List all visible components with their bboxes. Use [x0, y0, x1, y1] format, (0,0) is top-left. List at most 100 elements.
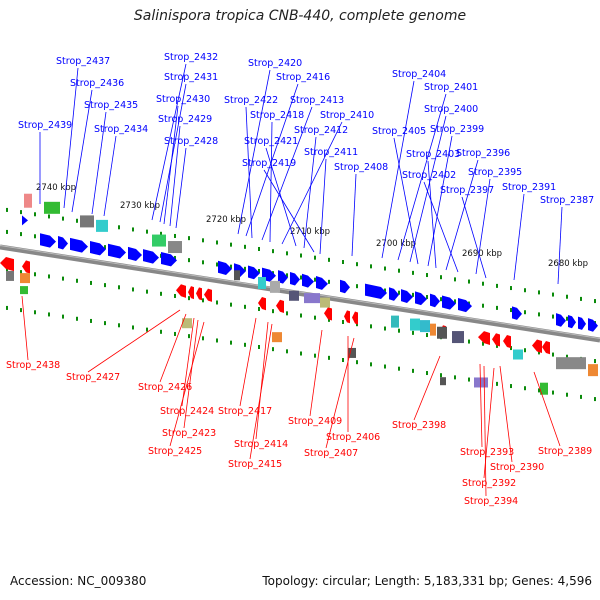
forward-track-tick	[104, 245, 106, 250]
gene-label-reverse: Strop_2417	[218, 406, 272, 417]
forward-track-tick	[174, 255, 176, 260]
upper-track-tick	[132, 227, 134, 232]
forward-gene-arrow	[290, 271, 300, 286]
upper-track-tick	[230, 242, 232, 247]
feature-box	[20, 286, 28, 295]
forward-track-tick	[426, 295, 428, 300]
gene-label-forward: Strop_2430	[156, 94, 210, 105]
upper-track-tick	[314, 255, 316, 260]
reverse-track-tick	[384, 326, 386, 331]
lower-track-tick	[258, 344, 260, 349]
leader-line	[263, 169, 315, 253]
leader-line	[351, 173, 357, 257]
leader-line	[159, 313, 187, 383]
leader-line	[245, 83, 299, 237]
forward-gene-arrow	[128, 246, 142, 262]
feature-box	[452, 331, 464, 344]
kbp-label: 2730 kbp	[120, 201, 160, 211]
reverse-track-tick	[286, 311, 288, 316]
gene-label-forward: Strop_2405	[372, 126, 426, 137]
reverse-gene-arrow	[258, 296, 266, 311]
gene-label-reverse: Strop_2438	[6, 360, 60, 371]
reverse-gene-arrow	[324, 307, 332, 321]
reverse-gene-arrow	[196, 287, 202, 301]
forward-gene-arrow	[458, 297, 472, 313]
forward-gene-arrow	[578, 316, 586, 330]
reverse-gene-arrow	[22, 260, 30, 274]
feature-box	[320, 297, 330, 308]
reverse-track-tick	[398, 328, 400, 333]
lower-track-tick	[314, 353, 316, 358]
upper-track-tick	[286, 251, 288, 256]
forward-track-tick	[482, 303, 484, 308]
lower-track-tick	[398, 366, 400, 371]
reverse-track-tick	[132, 287, 134, 292]
lower-track-tick	[538, 388, 540, 393]
lower-track-tick	[202, 336, 204, 341]
kbp-label: 2740 kbp	[36, 183, 76, 193]
upper-track-tick	[412, 270, 414, 275]
lower-track-tick	[426, 371, 428, 376]
lower-track-tick	[76, 316, 78, 321]
reverse-track-tick	[370, 324, 372, 329]
upper-track-tick	[440, 275, 442, 280]
forward-track-tick	[510, 308, 512, 313]
gene-label-forward: Strop_2400	[424, 104, 478, 115]
gene-label-forward: Strop_2416	[276, 72, 330, 83]
upper-track-tick	[34, 212, 36, 217]
forward-track-tick	[188, 258, 190, 263]
forward-gene-arrow	[389, 287, 399, 301]
lower-track-tick	[510, 384, 512, 389]
forward-gene-arrow	[365, 283, 387, 299]
upper-track-tick	[188, 236, 190, 241]
leader-line	[325, 337, 355, 449]
forward-track-tick	[34, 234, 36, 239]
forward-track-tick	[356, 284, 358, 289]
forward-gene-arrow	[108, 243, 126, 259]
lower-track-tick	[566, 392, 568, 397]
gene-label-reverse: Strop_2424	[160, 406, 214, 417]
gene-label-reverse: Strop_2389	[538, 446, 592, 457]
forward-gene-arrow	[556, 313, 566, 327]
leader-line	[513, 193, 525, 281]
upper-track-tick	[328, 257, 330, 262]
lower-track-tick	[230, 340, 232, 345]
upper-track-tick	[398, 268, 400, 273]
upper-track-tick	[468, 279, 470, 284]
reverse-track-tick	[146, 289, 148, 294]
forward-gene-arrow	[218, 260, 232, 275]
leader-line	[393, 137, 419, 265]
leader-line	[303, 136, 317, 249]
upper-track-tick	[20, 210, 22, 215]
leader-line	[151, 63, 187, 221]
reverse-gene-arrow	[352, 311, 358, 325]
feature-box	[80, 215, 94, 228]
lower-track-tick	[118, 323, 120, 328]
lower-track-tick	[384, 364, 386, 369]
leader-line	[557, 206, 563, 285]
gene-label-forward: Strop_2431	[164, 72, 218, 83]
forward-gene-arrow	[568, 315, 576, 329]
forward-track-tick	[384, 288, 386, 293]
forward-track-tick	[398, 290, 400, 295]
lower-track-tick	[328, 355, 330, 360]
forward-gene-arrow	[161, 251, 177, 267]
leader-line	[91, 111, 107, 215]
upper-track-tick	[272, 249, 274, 254]
gene-label-forward: Strop_2395	[468, 167, 522, 178]
leader-line	[245, 106, 253, 239]
forward-gene-arrow	[22, 215, 28, 226]
upper-track-tick	[510, 286, 512, 291]
forward-track-tick	[412, 292, 414, 297]
feature-box	[152, 234, 166, 247]
gene-label-reverse: Strop_2392	[462, 478, 516, 489]
leader-line	[163, 105, 179, 225]
gene-label-forward: Strop_2403	[406, 149, 460, 160]
backbone-line	[0, 244, 600, 343]
leader-line	[461, 196, 487, 279]
forward-track-tick	[454, 299, 456, 304]
upper-track-tick	[342, 260, 344, 265]
gene-label-forward: Strop_2404	[392, 69, 446, 80]
gene-label-forward: Strop_2421	[244, 136, 298, 147]
reverse-gene-arrow	[276, 299, 284, 314]
